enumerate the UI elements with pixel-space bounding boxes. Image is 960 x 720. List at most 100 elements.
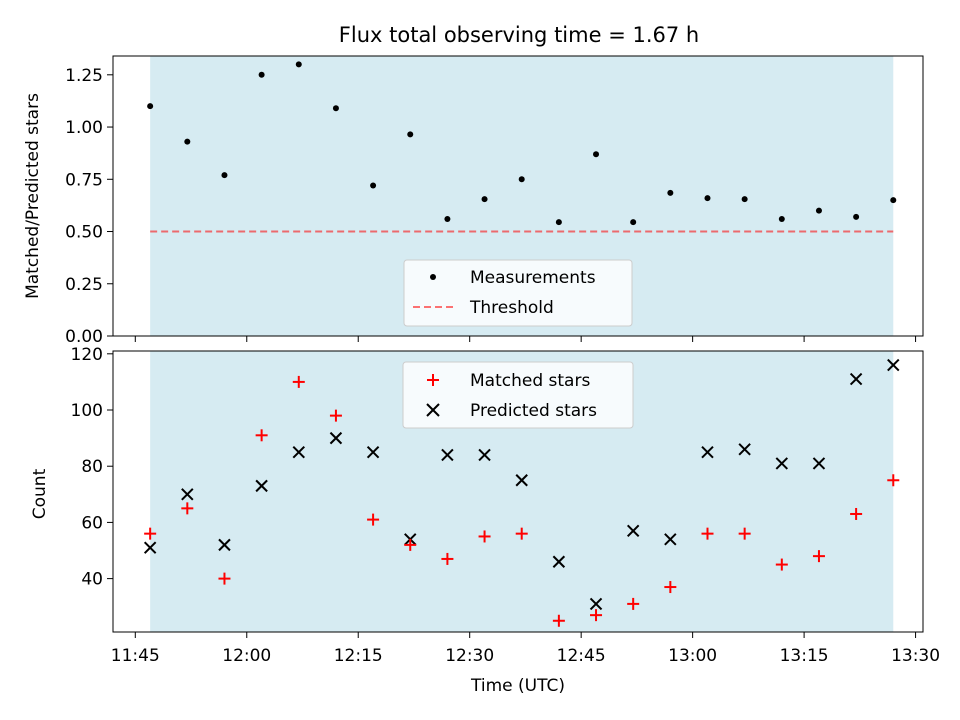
predicted-star-point <box>552 555 566 568</box>
measurement-point <box>853 213 860 220</box>
count-points <box>143 358 900 627</box>
legend-measurement-marker <box>430 274 436 280</box>
top-axes-frame <box>112 55 924 337</box>
matched-star-point <box>664 581 677 594</box>
top-y-tick-label: 1.00 <box>65 118 103 138</box>
matched-star-point <box>478 530 491 543</box>
chart-title: Flux total observing time = 1.67 h <box>339 23 699 47</box>
bottom-y-tick-label: 60 <box>81 513 103 533</box>
predicted-star-point <box>366 445 380 459</box>
top-y-axis-label: Matched/Predicted stars <box>23 93 43 299</box>
top-y-tick-label: 0.50 <box>65 223 103 243</box>
measurement-point <box>815 207 822 214</box>
x-axis-label: Time (UTC) <box>470 676 565 696</box>
predicted-star-point <box>329 431 343 445</box>
predicted-star-point <box>589 597 603 611</box>
x-tick-label: 13:30 <box>891 646 940 666</box>
top-legend: Measurements Threshold <box>403 259 633 327</box>
matched-star-point <box>515 527 528 540</box>
bottom-y-axis-label: Count <box>30 468 50 519</box>
matched-star-point <box>255 429 268 442</box>
x-tick-label: 12:30 <box>445 646 494 666</box>
count-panel: 40 60 80 100 120 11:45 12:00 12:15 12:30 12:45 13:… <box>30 345 940 696</box>
matched-star-point <box>887 474 900 487</box>
bottom-axes-frame <box>112 350 924 633</box>
matched-star-point <box>812 550 825 563</box>
legend-predicted-label: Predicted stars <box>470 401 597 421</box>
bottom-y-tick-label: 40 <box>81 570 103 590</box>
predicted-star-point <box>478 448 491 462</box>
top-y-tick-label: 1.25 <box>65 66 103 86</box>
x-tick-label: 12:00 <box>222 646 271 666</box>
x-tick-label: 12:45 <box>557 646 606 666</box>
matched-star-point <box>367 513 380 526</box>
top-legend-box <box>403 259 633 327</box>
predicted-star-point <box>738 443 751 456</box>
matched-star-point <box>775 558 788 571</box>
predicted-star-point <box>218 538 231 552</box>
bottom-y-tick-label: 100 <box>71 401 103 421</box>
predicted-star-point <box>664 533 677 546</box>
measurement-point <box>778 215 785 222</box>
matched-star-point <box>627 597 640 610</box>
x-tick-label: 13:15 <box>780 646 829 666</box>
measurement-point <box>184 138 191 145</box>
predicted-star-point <box>626 524 640 538</box>
x-tick-label: 12:15 <box>334 646 383 666</box>
matched-star-point <box>292 375 305 388</box>
measurement-point <box>704 195 711 202</box>
matched-star-point <box>404 538 417 551</box>
legend-matched-label: Matched stars <box>470 371 590 391</box>
measurement-point <box>555 219 562 226</box>
x-tick-label: 13:00 <box>668 646 717 666</box>
top-y-tick-label: 0.00 <box>65 327 103 347</box>
legend-measurements-label: Measurements <box>470 268 596 288</box>
measurement-point <box>667 189 674 196</box>
measurement-point <box>147 103 154 110</box>
measurement-point <box>630 219 637 226</box>
bottom-legend-box <box>402 361 634 429</box>
ratio-panel: 0.00 0.25 0.50 0.75 1.00 1.25 Matched/Predict… <box>23 55 924 347</box>
matched-star-point <box>552 614 565 627</box>
predicted-star-point <box>812 457 826 470</box>
measurement-point <box>518 176 525 183</box>
predicted-star-point <box>887 358 900 372</box>
matched-star-point <box>181 502 194 515</box>
matched-star-point <box>441 552 454 565</box>
measurement-point <box>890 197 897 204</box>
matched-star-point <box>590 609 603 622</box>
bottom-y-tick-label: 80 <box>81 457 103 477</box>
predicted-star-point <box>441 448 454 462</box>
matched-star-point <box>701 527 714 540</box>
measurement-point <box>258 71 265 78</box>
predicted-star-point <box>775 457 789 470</box>
bottom-y-tick-label: 120 <box>71 345 103 365</box>
measurement-points <box>147 61 897 226</box>
predicted-star-point <box>701 445 714 459</box>
measurement-point <box>295 61 302 68</box>
measurement-point <box>221 172 228 179</box>
measurement-point <box>370 182 377 189</box>
bottom-legend: Matched stars Predicted stars <box>402 361 634 429</box>
measurement-point <box>407 131 414 138</box>
measurement-point <box>593 151 600 158</box>
predicted-star-point <box>292 445 305 459</box>
measurement-point <box>332 105 339 112</box>
measurement-point <box>481 196 488 203</box>
predicted-star-point <box>849 372 863 386</box>
matched-star-point <box>329 409 342 422</box>
top-y-tick-label: 0.75 <box>65 170 103 190</box>
measurement-point <box>741 196 748 203</box>
measurement-point <box>444 215 451 222</box>
bottom-ticks: 40 60 80 100 120 11:45 12:00 12:15 12:30 12:45 13:… <box>71 345 941 666</box>
matched-star-point <box>850 507 863 520</box>
x-tick-label: 11:45 <box>111 646 160 666</box>
legend-threshold-label: Threshold <box>469 298 554 318</box>
legend-matched-marker <box>427 374 439 386</box>
predicted-star-point <box>255 479 268 493</box>
predicted-star-point <box>515 474 528 487</box>
matched-star-point <box>144 527 157 540</box>
predicted-star-point <box>143 541 157 554</box>
legend-predicted-marker <box>426 403 440 417</box>
